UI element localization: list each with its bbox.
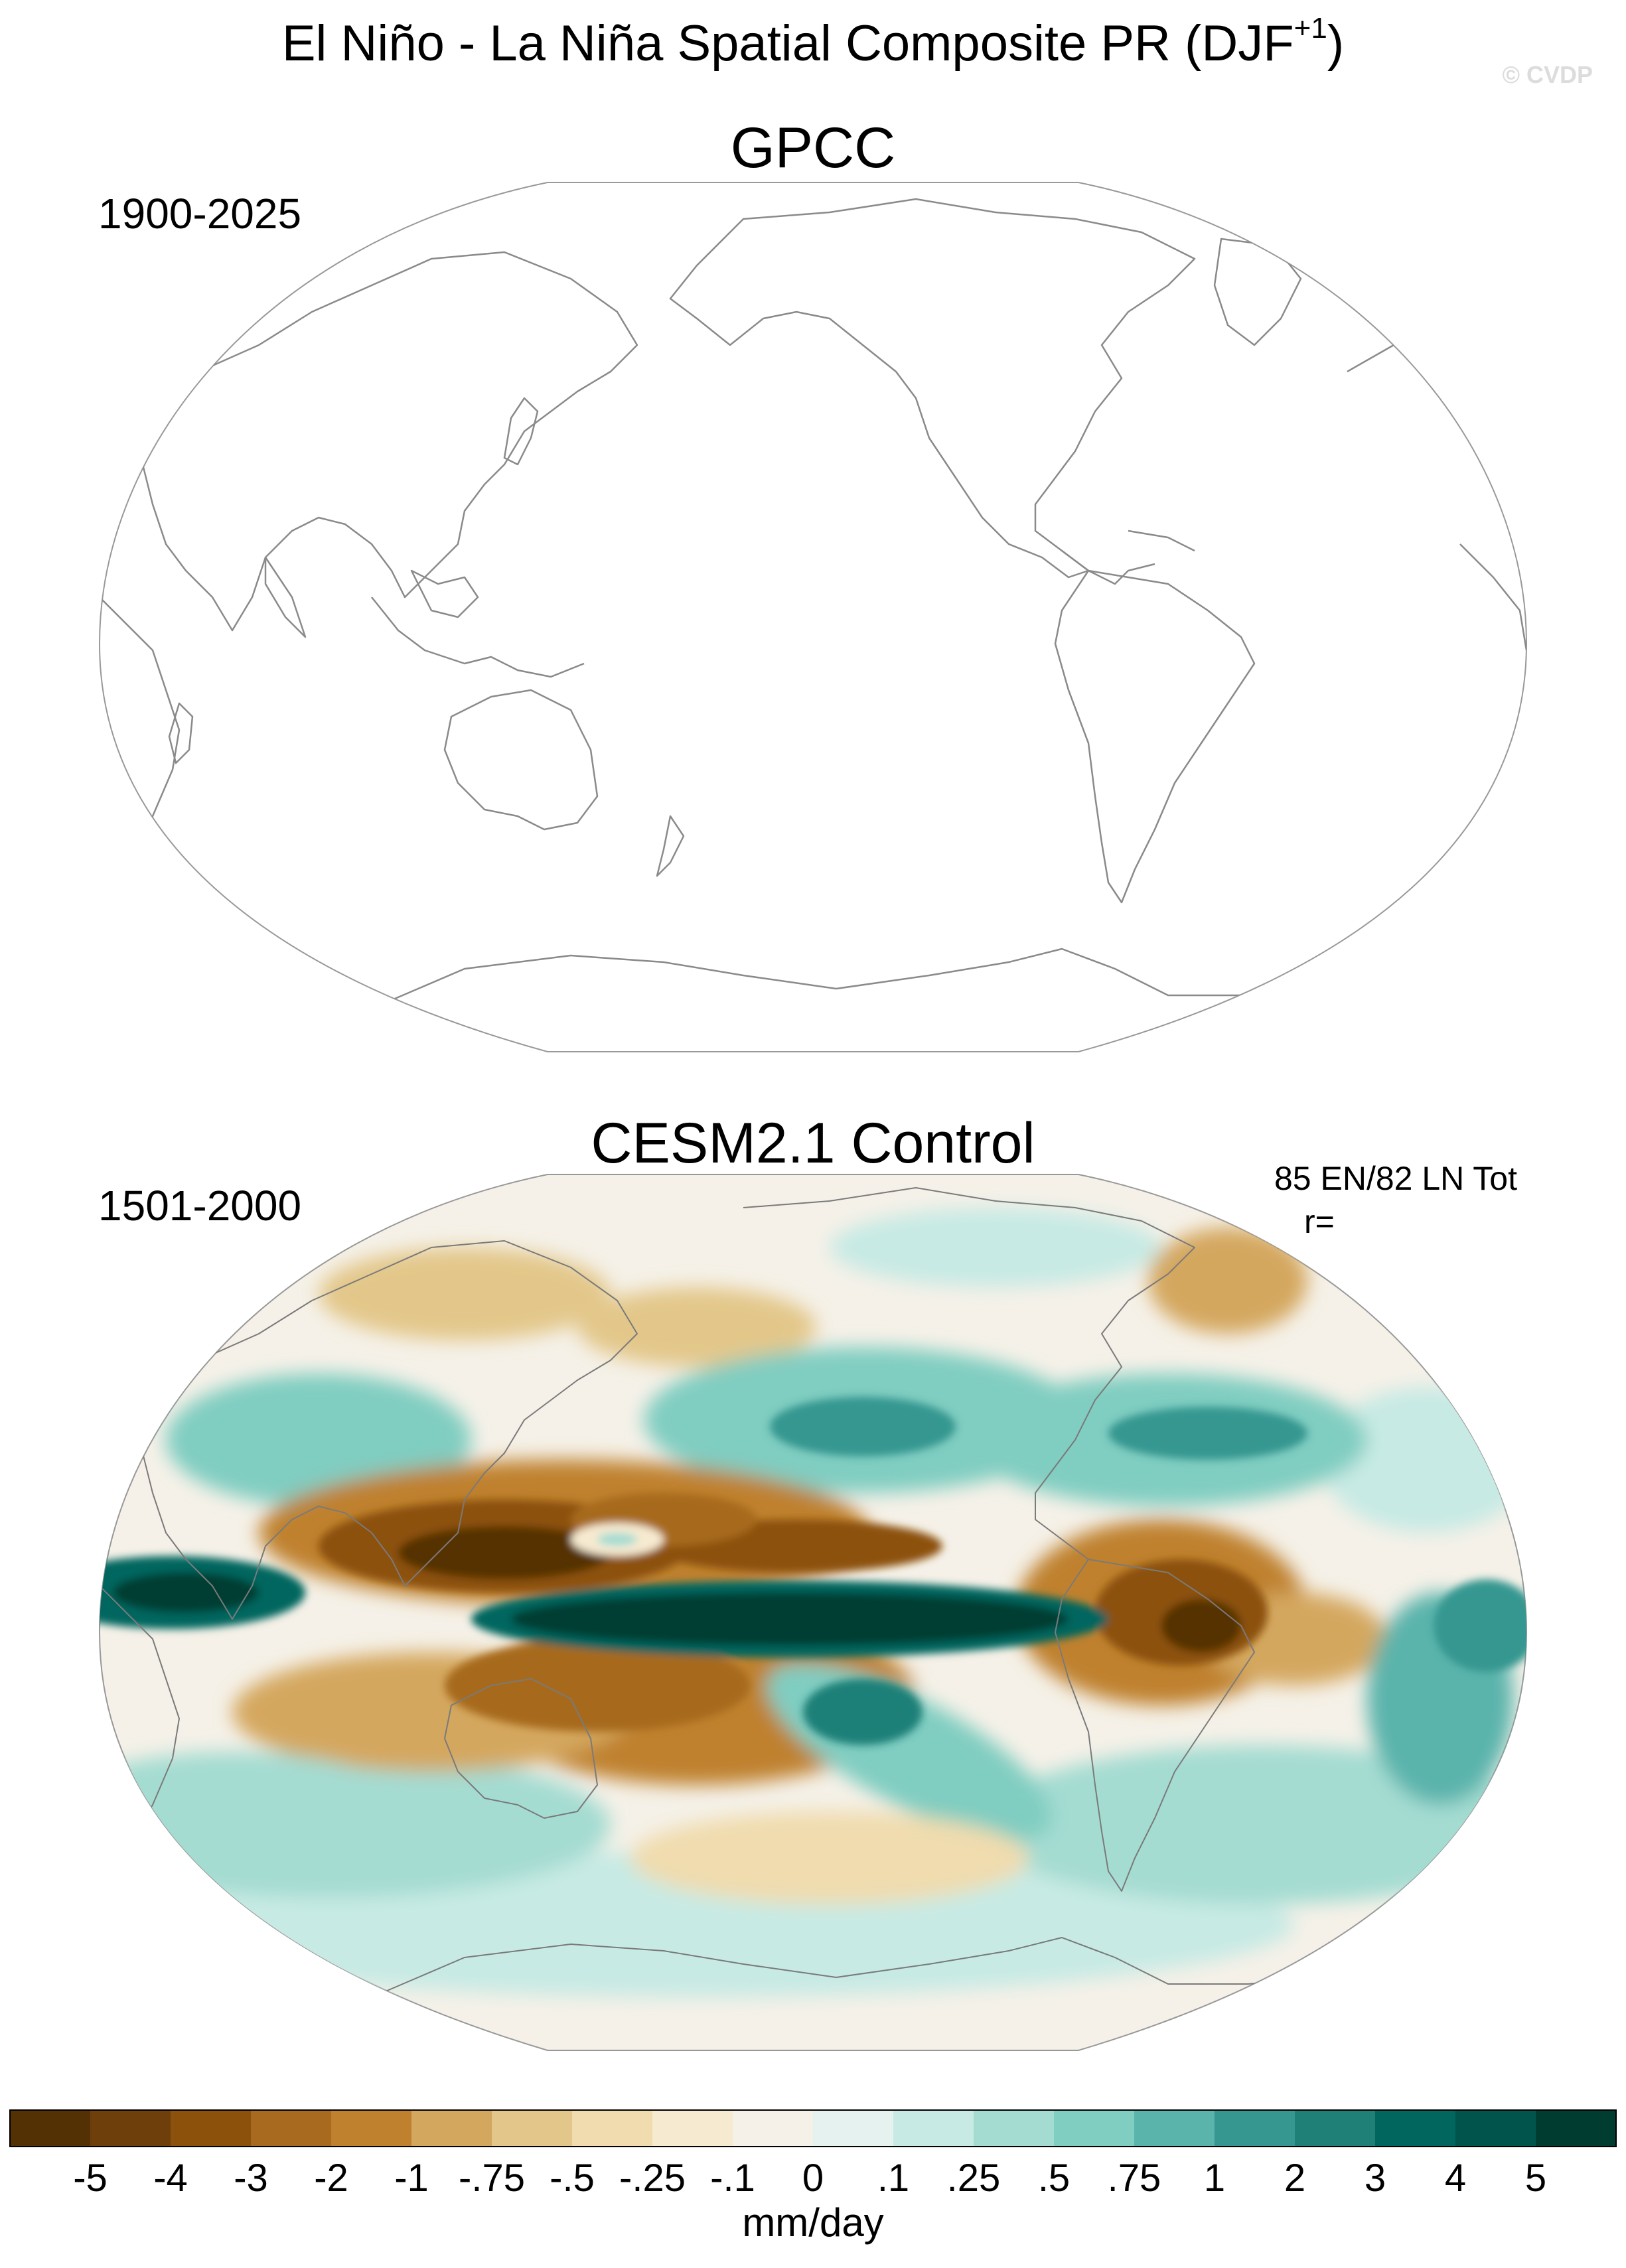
colorbar-outline bbox=[9, 2109, 1617, 2147]
colorbar-swatch bbox=[1295, 2110, 1376, 2147]
colorbar-tick-label: -.1 bbox=[710, 2157, 755, 2200]
colorbar-tick-label: -2 bbox=[314, 2157, 348, 2200]
colorbar-swatch bbox=[813, 2110, 894, 2147]
colorbar-swatch bbox=[251, 2110, 332, 2147]
colorbar-swatch bbox=[411, 2110, 492, 2147]
map-boundary-gpcc bbox=[98, 182, 1528, 1052]
colorbar-swatch bbox=[572, 2110, 653, 2147]
colorbar-swatch bbox=[974, 2110, 1055, 2147]
precip-composite-field bbox=[100, 1208, 1526, 1997]
colorbar-tick-label: -5 bbox=[73, 2157, 108, 2200]
colorbar-swatch bbox=[733, 2110, 814, 2147]
colorbar-tick-label: 1 bbox=[1204, 2157, 1225, 2200]
colorbar-tick-label: 0 bbox=[802, 2157, 824, 2200]
figure-title-superscript: +1 bbox=[1293, 12, 1327, 44]
colorbar-swatch bbox=[1455, 2110, 1536, 2147]
composite-counts: 85 EN/82 LN Tot bbox=[1274, 1160, 1517, 1197]
colorbar-tick-label: -3 bbox=[234, 2157, 268, 2200]
colorbar-tick-label: .5 bbox=[1038, 2157, 1070, 2200]
panel-period-gpcc: 1900-2025 bbox=[98, 190, 302, 238]
colorbar-tick-label: 2 bbox=[1284, 2157, 1305, 2200]
colorbar-unit-label: mm/day bbox=[742, 2200, 883, 2245]
colorbar-swatch bbox=[893, 2110, 974, 2147]
colorbar-tick-label: -.5 bbox=[550, 2157, 595, 2200]
colorbar-tick-label: -.75 bbox=[459, 2157, 525, 2200]
colorbar-tick-label: 3 bbox=[1365, 2157, 1386, 2200]
pattern-correlation: r= bbox=[1304, 1203, 1335, 1240]
colorbar-swatch bbox=[331, 2110, 412, 2147]
colorbar-swatch bbox=[1215, 2110, 1295, 2147]
figure-title-suffix: ) bbox=[1327, 15, 1345, 72]
colorbar-tick-label: .25 bbox=[947, 2157, 1001, 2200]
colorbar-swatch bbox=[10, 2110, 91, 2147]
colorbar-swatch bbox=[1375, 2110, 1456, 2147]
colorbar-tick-label: 5 bbox=[1525, 2157, 1546, 2200]
colorbar-tick-label: -1 bbox=[394, 2157, 429, 2200]
colorbar-swatch bbox=[1536, 2110, 1617, 2147]
colorbar-tick-label: -.25 bbox=[619, 2157, 686, 2200]
colorbar-tick-label: .75 bbox=[1108, 2157, 1161, 2200]
colorbar-swatch bbox=[492, 2110, 573, 2147]
panel-title-gpcc: GPCC bbox=[730, 116, 896, 180]
colorbar-tick-label: 4 bbox=[1445, 2157, 1466, 2200]
colorbar-swatch bbox=[90, 2110, 171, 2147]
colorbar-swatch bbox=[1054, 2110, 1135, 2147]
figure-title-text: El Niño - La Niña Spatial Composite PR (… bbox=[281, 15, 1294, 72]
figure-title: El Niño - La Niña Spatial Composite PR (… bbox=[0, 14, 1626, 69]
colorbar-tick-label: -4 bbox=[153, 2157, 188, 2200]
colorbar-swatch bbox=[652, 2110, 733, 2147]
colorbar-tick-label: .1 bbox=[877, 2157, 909, 2200]
colorbar-swatch bbox=[1134, 2110, 1215, 2147]
watermark: © CVDP bbox=[1502, 61, 1593, 88]
colorbar-swatch bbox=[171, 2110, 252, 2147]
colorbar-tick-labels: -5 -4 -3 -2 -1 -.75 -.5 -.25 -.1 0 .1 .25 .5 .75 1 2 3 4 5 bbox=[73, 2157, 1546, 2200]
panel-period-cesm: 1501-2000 bbox=[98, 1182, 302, 1230]
coastlines-gpcc bbox=[100, 198, 1526, 1010]
colorbar-swatches bbox=[9, 2109, 1617, 2147]
colorbar: -5 -4 -3 -2 -1 -.75 -.5 -.25 -.1 0 .1 .25 .5 .75 1 2 3 4 5… bbox=[9, 2109, 1617, 2245]
panel-title-cesm: CESM2.1 Control bbox=[591, 1111, 1035, 1175]
